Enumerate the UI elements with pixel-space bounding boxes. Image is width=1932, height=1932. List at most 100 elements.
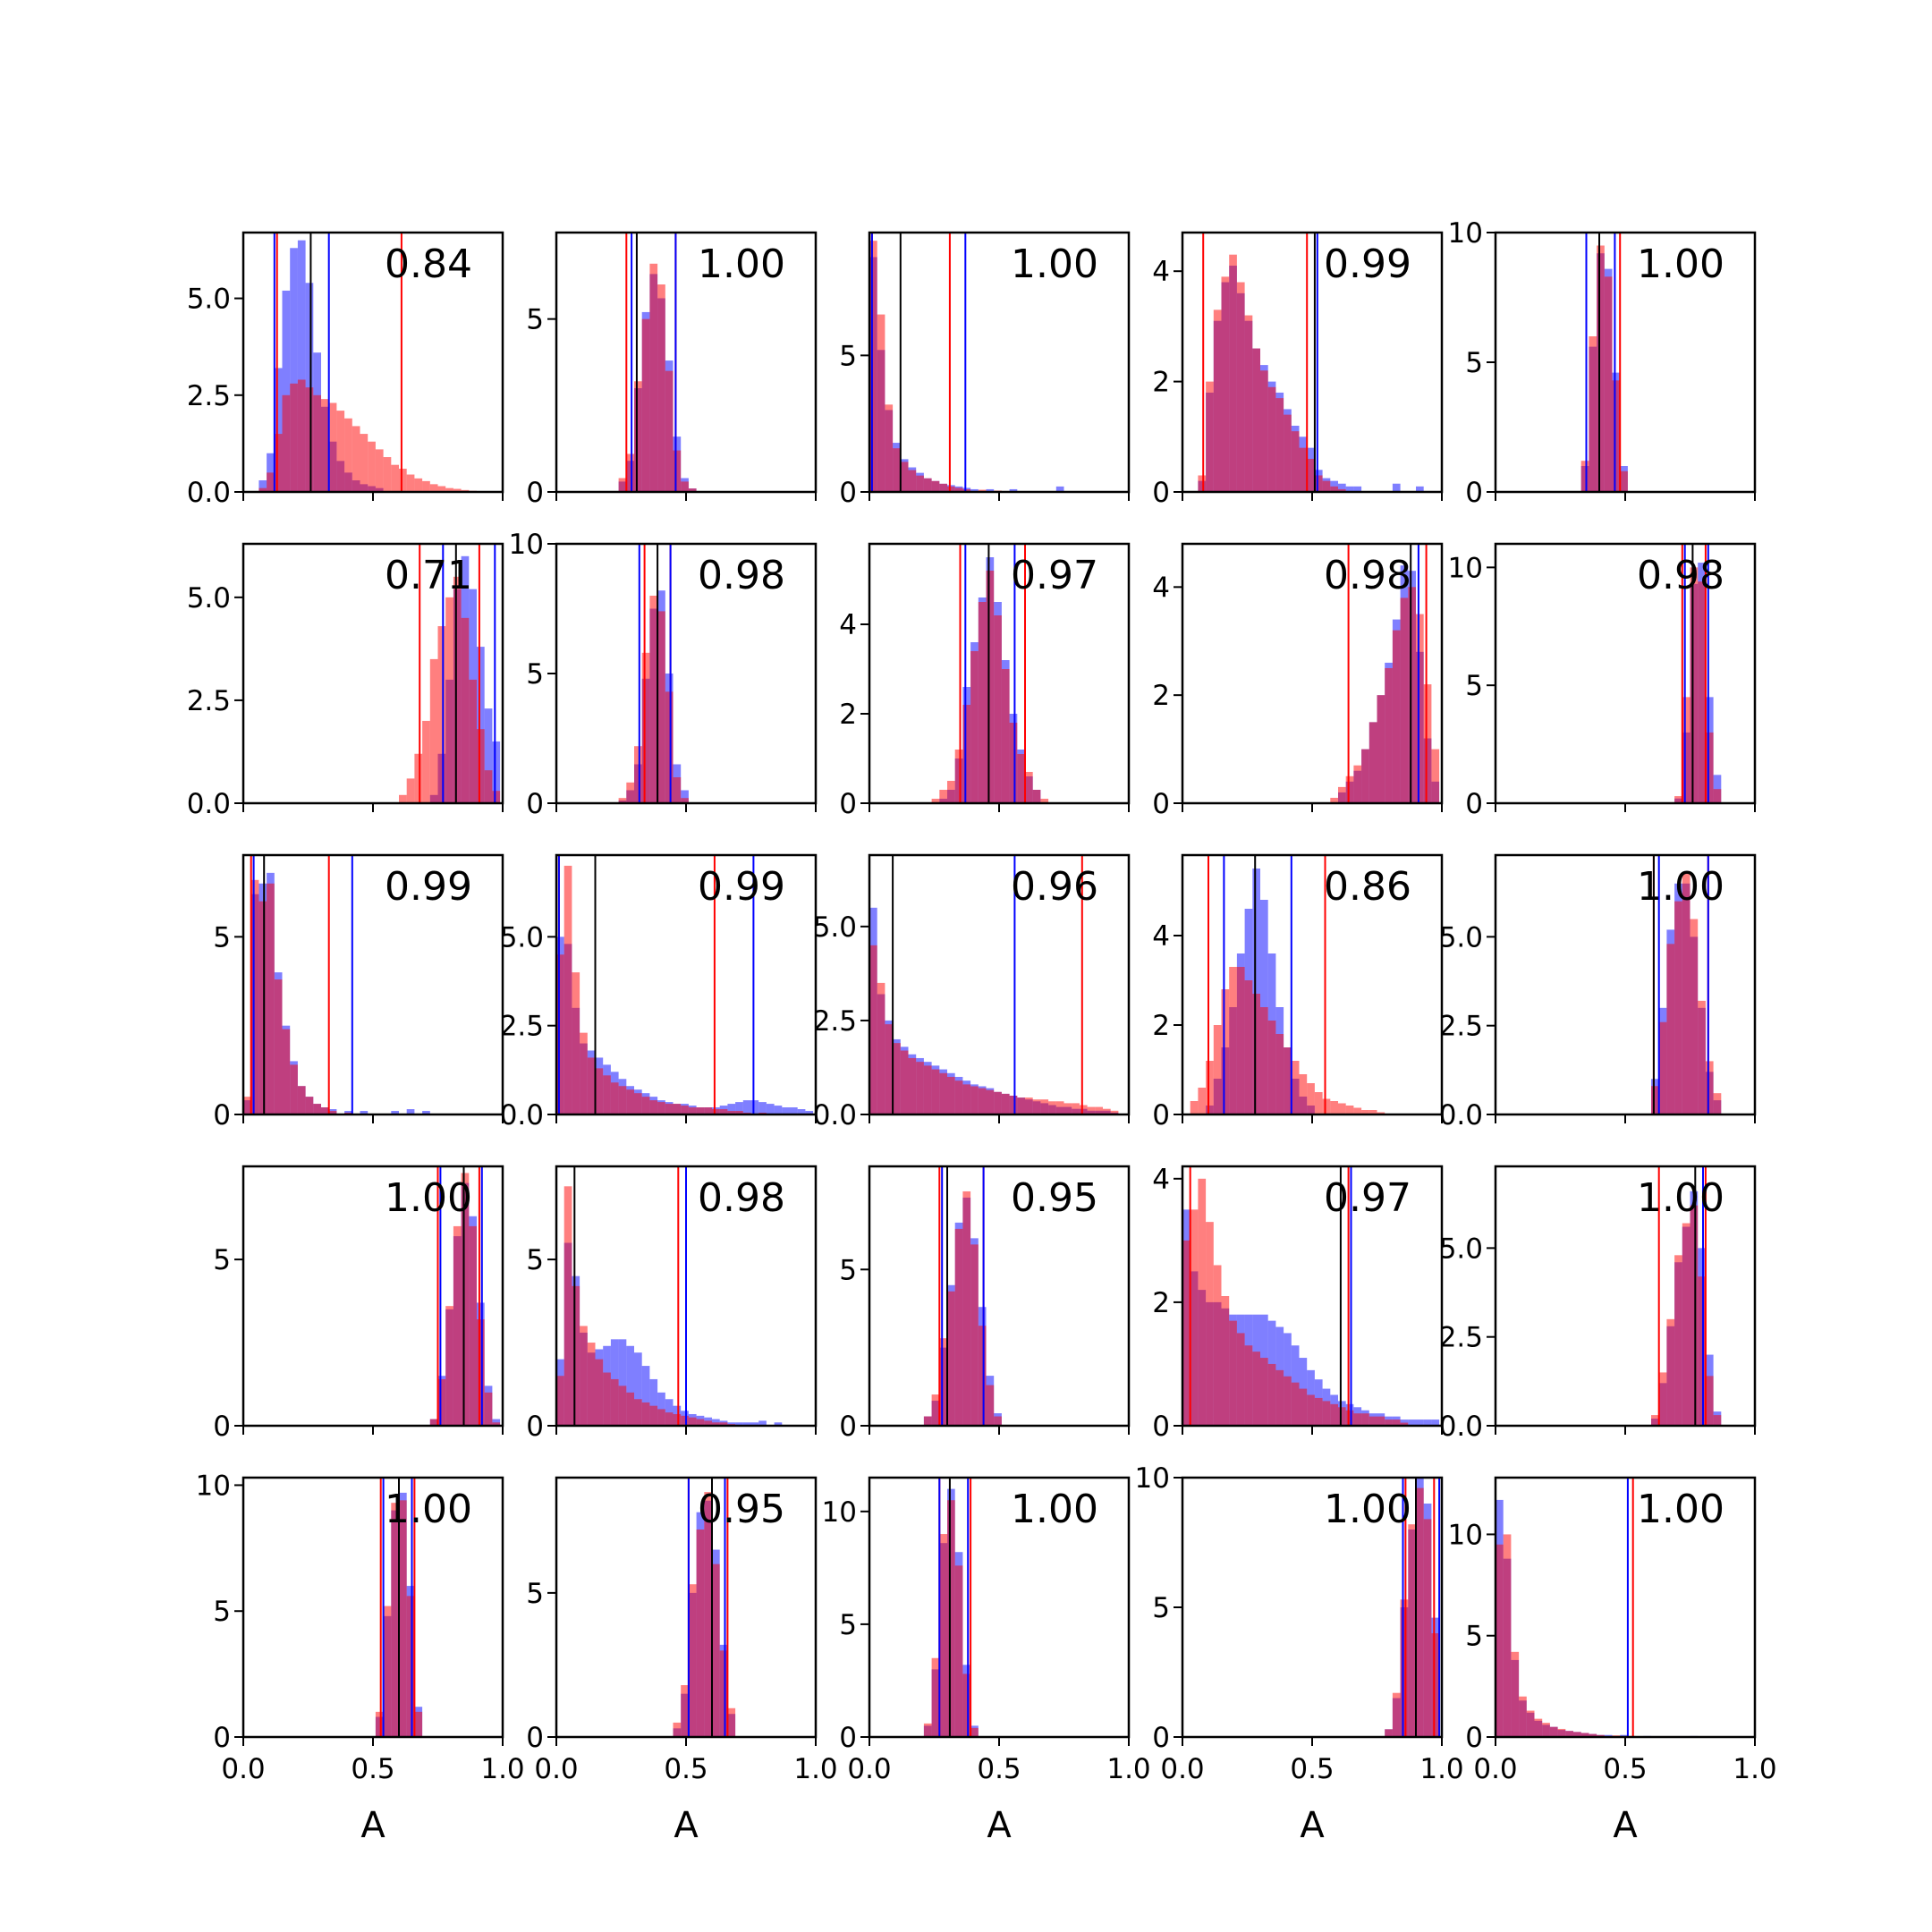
red-histogram-bar [923,1723,932,1737]
red-histogram-bar [1236,282,1245,492]
red-histogram-bar [688,1107,697,1114]
blue-histogram-bar [774,1422,783,1426]
red-histogram-bar [290,1064,298,1114]
red-histogram-bar [1368,722,1377,803]
red-histogram-bar [1221,1296,1230,1426]
red-histogram-bar [587,1057,596,1114]
y-tick-label: 5 [526,1244,544,1276]
red-histogram-bar [641,1097,650,1114]
red-histogram-bar [908,470,917,492]
x-tick-label: 0.0 [1160,1753,1204,1785]
red-histogram-bar [978,602,987,803]
panel-content [1651,855,1722,1114]
red-histogram-bar [704,1492,712,1737]
red-histogram-bar [1252,994,1260,1114]
red-histogram-bar [696,1419,705,1426]
y-tick-label: 4 [1152,572,1170,604]
red-histogram-bar [1589,1733,1597,1737]
red-histogram-bar [1260,1358,1268,1426]
red-histogram-bar [453,576,462,803]
histogram-panel: 0.0 2.5 5.0 0.84 [187,231,504,509]
blue-histogram-bar [406,1109,415,1114]
red-histogram-bar [1496,1544,1504,1737]
red-histogram-bar [437,626,446,803]
histogram-panel: 0 5 10 1.00 [1448,217,1757,509]
red-histogram-bar [626,1089,634,1114]
red-histogram-bar [1291,1382,1300,1426]
blue-histogram-bar [774,1106,783,1114]
red-histogram-bar [1244,315,1253,492]
red-histogram-bar [954,1565,963,1737]
y-tick-label: 0.0 [813,1099,857,1131]
red-histogram-bar [1267,1021,1276,1114]
red-histogram-bar [484,1392,493,1426]
red-histogram-bar [1604,276,1613,492]
red-histogram-bar [258,487,267,492]
y-tick-label: 0 [526,477,544,509]
red-histogram-bar [681,798,689,803]
red-histogram-bar [321,1107,329,1114]
histogram-panel: 0.0 2.5 5.0 0.99 [500,853,818,1131]
y-tick-label: 5 [213,921,231,953]
y-tick-label: 0 [1152,477,1170,509]
red-histogram-bar [1353,1107,1362,1114]
red-histogram-bar [1063,1103,1072,1114]
panel-content [243,855,430,1114]
red-histogram-bar [618,1385,627,1426]
red-histogram-bar [1048,1101,1056,1114]
red-histogram-bar [267,883,275,1114]
red-histogram-bar [931,1394,940,1426]
panel-content [429,1166,501,1426]
histogram-panel: 0 5 10 0.0 0.5 1.0 1.00 A [822,1476,1151,1846]
red-histogram-bar [1206,1061,1214,1114]
panel-content [1190,855,1385,1114]
red-histogram-bar [1213,309,1222,492]
histogram-panel: 0 5 10 0.98 [509,529,818,820]
red-histogram-bar [1103,1108,1111,1114]
y-tick-label: 2 [1152,1010,1170,1042]
red-histogram-bar [1229,1320,1237,1426]
panel-content [556,855,814,1114]
red-histogram-bar [580,1032,588,1114]
red-histogram-bar [1658,1372,1667,1426]
red-histogram-bar [1385,1419,1393,1426]
red-histogram-bar [580,1326,588,1426]
red-histogram-bar [712,1109,720,1114]
red-histogram-bar [1221,989,1230,1114]
y-tick-label: 5 [213,1596,231,1628]
score-annotation: 0.84 [385,242,472,287]
red-histogram-bar [1009,723,1018,803]
y-tick-label: 5 [1152,1592,1170,1624]
red-histogram-bar [1431,749,1440,803]
histogram-panel: 0.0 2.5 5.0 1.00 [1439,1165,1757,1443]
red-histogram-bar [461,1173,470,1426]
y-tick-label: 2 [1152,367,1170,399]
red-histogram-bar [712,1563,720,1737]
red-histogram-bar [673,1722,682,1737]
blue-histogram-bar [735,1422,743,1426]
red-histogram-bar [1190,1101,1199,1114]
histogram-panel: 050.95 [839,1165,1131,1443]
blue-histogram-bar [391,1111,399,1114]
red-histogram-bar [1580,1733,1589,1737]
red-histogram-bar [587,1343,596,1426]
blue-histogram-bar [970,488,979,492]
red-histogram-bar [1361,1413,1369,1426]
blue-histogram-bar [790,1107,798,1114]
red-histogram-bar [492,1422,501,1426]
red-histogram-bar [869,945,877,1114]
red-histogram-bar [649,1100,658,1114]
red-histogram-bar [1385,1729,1393,1737]
red-histogram-bar [649,263,658,492]
red-histogram-bar [893,1043,901,1114]
red-histogram-bar [429,658,438,803]
red-histogram-bar [1400,1599,1409,1737]
red-histogram-bar [595,1068,604,1114]
panel-content [1198,233,1424,492]
y-tick-label: 5.0 [813,911,857,944]
y-tick-label: 0 [839,1411,857,1443]
blue-histogram-bar [782,1107,790,1114]
y-tick-label: 10 [1135,1462,1170,1495]
panel-content [1674,544,1722,803]
red-histogram-bar [422,720,430,803]
